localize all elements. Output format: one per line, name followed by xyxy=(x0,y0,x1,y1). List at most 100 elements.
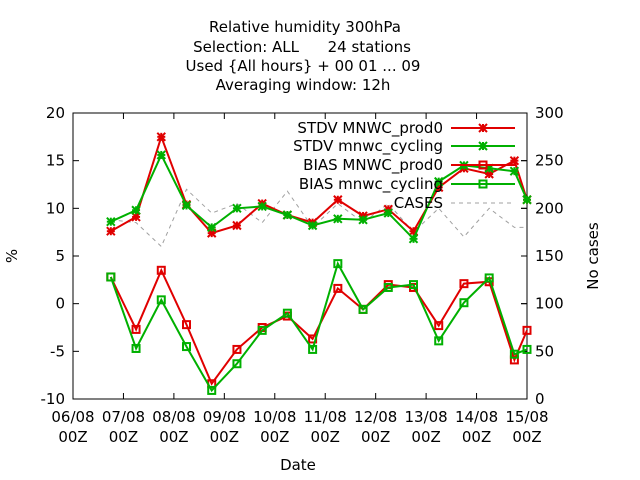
x-tick-label-hour: 00Z xyxy=(210,428,239,446)
x-tick-label-hour: 00Z xyxy=(361,428,390,446)
data-point xyxy=(207,385,217,395)
legend-swatch-marker xyxy=(478,160,488,170)
data-point xyxy=(459,298,469,308)
data-point xyxy=(333,259,343,269)
data-point xyxy=(181,200,192,211)
data-point xyxy=(509,349,519,359)
data-point xyxy=(509,355,519,365)
data-point xyxy=(408,226,419,236)
data-point xyxy=(156,265,166,275)
y-tick-label: 0 xyxy=(55,295,65,313)
data-point xyxy=(434,336,444,346)
y-tick-label: 20 xyxy=(46,104,65,122)
x-tick-label-hour: 00Z xyxy=(109,428,138,446)
x-tick-label-date: 10/08 xyxy=(253,408,296,426)
data-point xyxy=(106,272,116,282)
y-axis-label: % xyxy=(3,249,21,263)
data-point xyxy=(333,283,343,293)
data-point xyxy=(282,210,293,220)
x-tick-label-hour: 00Z xyxy=(159,428,188,446)
x-tick-label-hour: 00Z xyxy=(462,428,491,446)
data-point xyxy=(131,324,141,334)
x-axis-label: Date xyxy=(280,456,316,474)
data-point xyxy=(156,150,166,160)
data-point xyxy=(182,342,191,352)
data-point xyxy=(509,166,520,176)
data-point xyxy=(333,195,343,205)
title-line-2: Selection: ALL 24 stations xyxy=(193,38,411,56)
y2-tick-label: 150 xyxy=(535,247,564,265)
data-point xyxy=(522,195,532,205)
x-tick-label-date: 06/08 xyxy=(51,408,94,426)
data-point xyxy=(522,325,532,335)
data-point xyxy=(434,321,444,331)
data-point xyxy=(182,320,191,330)
title-line-4: Averaging window: 12h xyxy=(216,76,391,94)
x-tick-label-hour: 00Z xyxy=(260,428,289,446)
legend-label: BIAS MNWC_prod0 xyxy=(303,156,443,175)
data-point xyxy=(232,344,242,354)
x-tick-label-date: 14/08 xyxy=(455,408,498,426)
data-point xyxy=(232,359,242,369)
x-tick-label-hour: 00Z xyxy=(512,428,541,446)
y2-axis-label: No cases xyxy=(584,222,602,290)
y2-tick-label: 300 xyxy=(535,104,564,122)
data-point xyxy=(509,155,520,166)
x-tick-label-hour: 00Z xyxy=(58,428,87,446)
data-point xyxy=(408,234,419,244)
data-point xyxy=(383,282,393,292)
y-tick-label: 15 xyxy=(46,152,65,170)
data-point xyxy=(383,208,393,218)
y-tick-label: -10 xyxy=(41,390,66,408)
legend-label: BIAS mnwc_cycling xyxy=(299,175,443,194)
x-tick-label-hour: 00Z xyxy=(311,428,340,446)
y2-tick-label: 50 xyxy=(535,342,554,360)
legend-label: CASES xyxy=(394,194,443,212)
y2-tick-label: 200 xyxy=(535,199,564,217)
x-tick-label-date: 09/08 xyxy=(203,408,246,426)
legend-label: STDV MNWC_prod0 xyxy=(297,119,443,138)
x-tick-label-date: 07/08 xyxy=(102,408,145,426)
plot-frame xyxy=(72,112,528,400)
x-tick-label-date: 11/08 xyxy=(304,408,347,426)
data-point xyxy=(156,295,166,305)
data-point xyxy=(307,220,318,231)
data-point xyxy=(409,280,418,290)
data-point xyxy=(232,220,242,231)
data-point xyxy=(156,132,166,142)
data-point xyxy=(131,343,141,353)
data-point xyxy=(106,216,116,227)
data-point xyxy=(131,205,141,215)
legend-swatch-marker xyxy=(478,123,488,133)
y-tick-label: 5 xyxy=(55,247,65,265)
title-line-1: Relative humidity 300hPa xyxy=(209,18,401,36)
legend-swatch-marker xyxy=(478,179,488,189)
x-tick-label-date: 08/08 xyxy=(152,408,195,426)
data-point xyxy=(308,344,318,354)
y2-axis-ticks: 0 50 100 150 200 250 300 xyxy=(521,104,564,408)
y-axis-ticks: -10 -5 0 5 10 15 20 xyxy=(41,104,527,408)
x-tick-label-hour: 00Z xyxy=(411,428,440,446)
plot-border xyxy=(72,112,528,400)
y-tick-label: 10 xyxy=(46,199,65,217)
y2-tick-label: 100 xyxy=(535,295,564,313)
y-tick-label: -5 xyxy=(50,342,65,360)
data-point xyxy=(257,325,267,335)
y2-tick-label: 0 xyxy=(535,390,545,408)
series-3 xyxy=(106,259,532,395)
x-tick-label-date: 13/08 xyxy=(404,408,447,426)
data-point xyxy=(484,273,494,283)
x-tick-label-date: 12/08 xyxy=(354,408,397,426)
data-point xyxy=(522,344,532,354)
legend-swatch-marker xyxy=(478,141,488,151)
x-tick-label-date: 15/08 xyxy=(505,408,548,426)
data-point xyxy=(459,279,469,289)
data-point xyxy=(232,203,242,214)
chart-title: Relative humidity 300hPa Selection: ALL … xyxy=(186,18,421,94)
data-point xyxy=(333,214,343,224)
data-point xyxy=(358,304,368,314)
x-axis-ticks: 06/08 00Z 07/08 00Z 08/08 00Z 09/08 00Z 10/08 00Z… xyxy=(51,113,549,446)
title-line-3: Used {All hours} + 00 01 ... 09 xyxy=(186,57,421,75)
